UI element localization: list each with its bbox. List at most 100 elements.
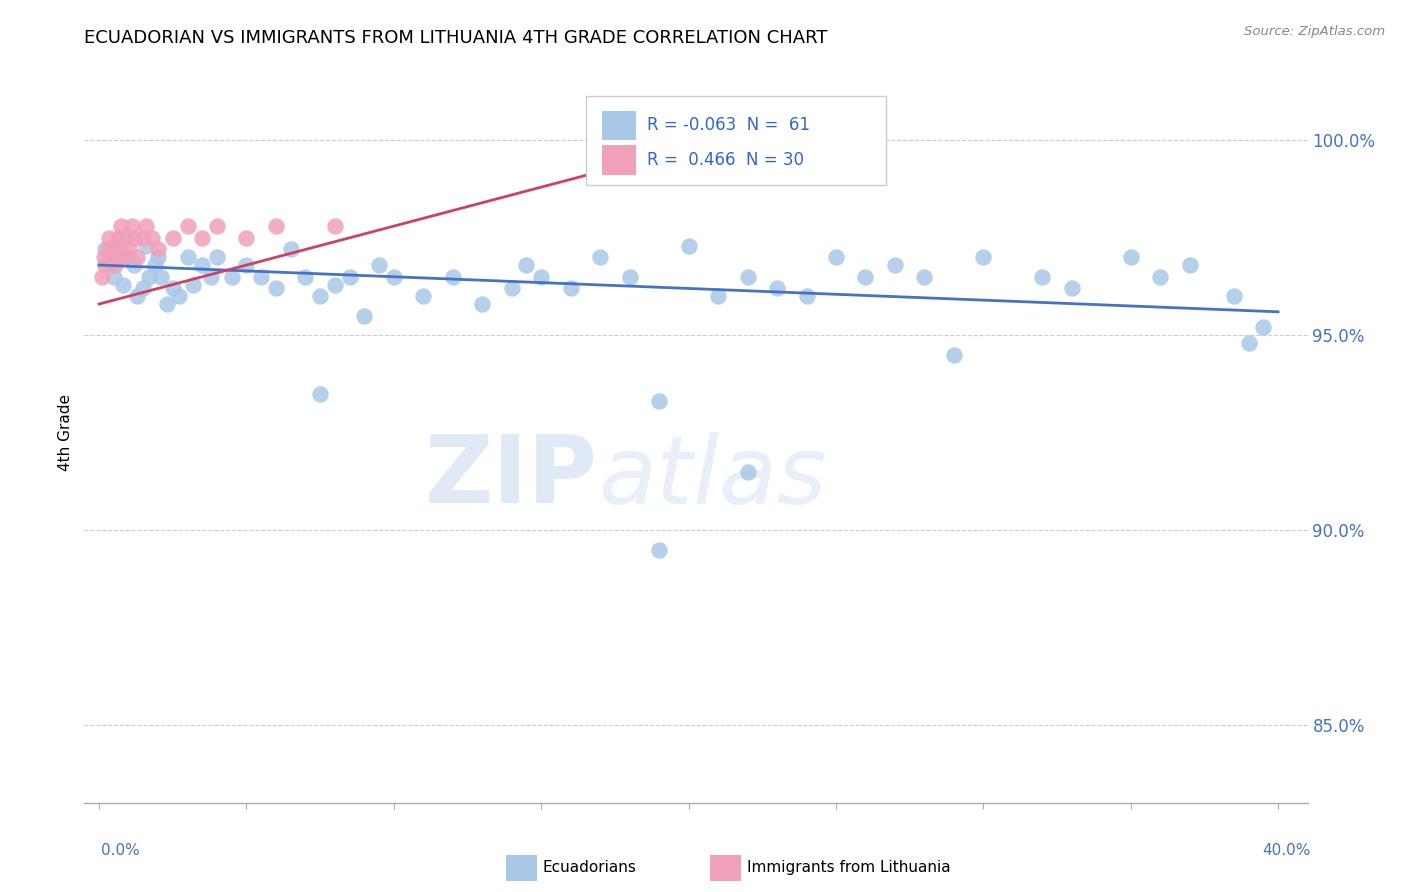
Point bbox=[135, 219, 157, 233]
Point bbox=[294, 269, 316, 284]
Point bbox=[353, 309, 375, 323]
Point bbox=[1031, 269, 1053, 284]
Point bbox=[124, 231, 146, 245]
Point bbox=[678, 238, 700, 252]
Point bbox=[796, 289, 818, 303]
Point bbox=[108, 231, 131, 245]
Point bbox=[280, 243, 302, 257]
Point bbox=[117, 243, 139, 257]
Point bbox=[200, 269, 222, 284]
Point bbox=[111, 250, 134, 264]
Point bbox=[121, 219, 143, 233]
Point bbox=[825, 250, 848, 264]
Point bbox=[110, 219, 132, 233]
Point bbox=[127, 289, 149, 303]
Point bbox=[141, 231, 163, 245]
Point bbox=[143, 258, 166, 272]
Point bbox=[98, 231, 121, 245]
Point bbox=[1149, 269, 1171, 284]
Text: ZIP: ZIP bbox=[425, 431, 598, 523]
Point bbox=[441, 269, 464, 284]
FancyBboxPatch shape bbox=[602, 111, 636, 140]
Point bbox=[323, 219, 346, 233]
Point bbox=[162, 231, 184, 245]
Text: 40.0%: 40.0% bbox=[1263, 843, 1310, 858]
Point bbox=[912, 269, 935, 284]
Text: Source: ZipAtlas.com: Source: ZipAtlas.com bbox=[1244, 25, 1385, 38]
Point bbox=[737, 269, 759, 284]
Point bbox=[1237, 336, 1260, 351]
Y-axis label: 4th Grade: 4th Grade bbox=[58, 394, 73, 471]
Point bbox=[162, 281, 184, 295]
Point bbox=[972, 250, 994, 264]
Point bbox=[221, 269, 243, 284]
Point bbox=[191, 231, 214, 245]
Point bbox=[339, 269, 361, 284]
Point bbox=[191, 258, 214, 272]
Point bbox=[1060, 281, 1083, 295]
Point bbox=[235, 258, 257, 272]
Point bbox=[114, 231, 136, 245]
Point bbox=[183, 277, 205, 292]
Text: 0.0%: 0.0% bbox=[101, 843, 141, 858]
Point bbox=[1178, 258, 1201, 272]
Point bbox=[135, 238, 157, 252]
Point bbox=[264, 281, 287, 295]
Point bbox=[105, 250, 128, 264]
Point bbox=[619, 269, 641, 284]
Point bbox=[1119, 250, 1142, 264]
Point bbox=[107, 231, 129, 245]
Point bbox=[737, 465, 759, 479]
Point bbox=[167, 289, 190, 303]
Point bbox=[176, 219, 198, 233]
Point bbox=[132, 281, 155, 295]
Text: R =  0.466  N = 30: R = 0.466 N = 30 bbox=[647, 151, 804, 169]
Point bbox=[1253, 320, 1275, 334]
Point bbox=[111, 277, 134, 292]
Point bbox=[132, 231, 155, 245]
FancyBboxPatch shape bbox=[586, 95, 886, 185]
Point bbox=[100, 250, 122, 264]
Point bbox=[117, 250, 139, 264]
Point bbox=[205, 250, 228, 264]
Text: Ecuadorians: Ecuadorians bbox=[543, 861, 637, 875]
Point bbox=[94, 258, 117, 272]
Point bbox=[1223, 289, 1246, 303]
Point bbox=[501, 281, 523, 295]
Point bbox=[103, 238, 125, 252]
Text: Immigrants from Lithuania: Immigrants from Lithuania bbox=[747, 861, 950, 875]
Point bbox=[515, 258, 537, 272]
Point bbox=[264, 219, 287, 233]
Point bbox=[150, 269, 173, 284]
Point bbox=[97, 243, 120, 257]
Point bbox=[146, 243, 169, 257]
Point bbox=[176, 250, 198, 264]
Point bbox=[589, 250, 612, 264]
Point bbox=[382, 269, 405, 284]
Point bbox=[412, 289, 434, 303]
Point bbox=[250, 269, 273, 284]
Point bbox=[884, 258, 907, 272]
Point bbox=[146, 250, 169, 264]
Point bbox=[93, 250, 115, 264]
Point bbox=[530, 269, 553, 284]
Point bbox=[737, 133, 759, 147]
Point bbox=[205, 219, 228, 233]
Point bbox=[323, 277, 346, 292]
Point bbox=[138, 269, 160, 284]
Point bbox=[91, 269, 114, 284]
Point bbox=[471, 297, 494, 311]
Point bbox=[368, 258, 391, 272]
Text: R = -0.063  N =  61: R = -0.063 N = 61 bbox=[647, 116, 810, 135]
Point bbox=[560, 281, 582, 295]
Point bbox=[309, 386, 332, 401]
Point bbox=[100, 258, 122, 272]
Point bbox=[124, 258, 146, 272]
Point bbox=[156, 297, 179, 311]
Point bbox=[104, 258, 127, 272]
Point bbox=[766, 281, 789, 295]
Point bbox=[235, 231, 257, 245]
Point bbox=[648, 542, 671, 557]
FancyBboxPatch shape bbox=[602, 145, 636, 175]
Text: ECUADORIAN VS IMMIGRANTS FROM LITHUANIA 4TH GRADE CORRELATION CHART: ECUADORIAN VS IMMIGRANTS FROM LITHUANIA … bbox=[84, 29, 828, 47]
